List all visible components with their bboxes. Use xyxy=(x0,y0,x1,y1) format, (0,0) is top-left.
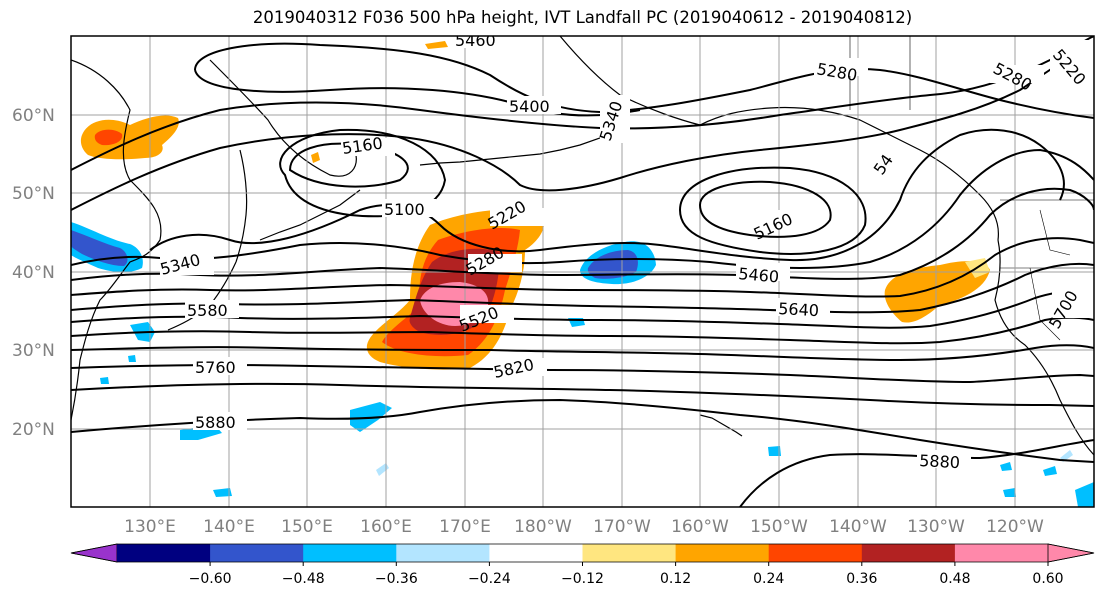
lon-label: 170°W xyxy=(593,517,651,537)
contour-label: 5640 xyxy=(778,299,820,320)
coastline-aleutians xyxy=(419,129,621,166)
contour-line xyxy=(71,262,1094,314)
contour-line xyxy=(279,128,447,218)
lon-label: 140°E xyxy=(203,517,255,537)
latitude-labels: 60°N 50°N 40°N 30°N 20°N xyxy=(12,106,55,440)
lon-label: 160°W xyxy=(671,517,729,537)
lon-label: 150°W xyxy=(750,517,808,537)
fill-region-blue-small12 xyxy=(1043,466,1057,476)
colorbar: −0.60 −0.48 −0.36 −0.24 −0.12 0.12 0.24 0.36 0.4… xyxy=(70,543,1095,587)
lon-label: 150°E xyxy=(281,517,333,537)
coastline-kurils xyxy=(259,189,361,241)
colorbar-tick-label: 0.48 xyxy=(939,571,970,587)
lon-label: 120°W xyxy=(986,517,1044,537)
lon-label: 140°W xyxy=(829,517,887,537)
contour-line xyxy=(71,148,1094,270)
contour-line xyxy=(71,187,1094,281)
colorbar-tick-label: −0.60 xyxy=(189,571,232,587)
colorbar-tick-label: −0.36 xyxy=(375,571,418,587)
colorbar-outline xyxy=(70,543,1095,563)
colorbar-segment xyxy=(117,544,211,562)
colorbar-tick-label: −0.48 xyxy=(282,571,325,587)
contour-line xyxy=(71,36,1094,171)
lat-label: 30°N xyxy=(12,341,55,361)
colorbar-segment xyxy=(675,544,770,562)
contour-line xyxy=(71,344,1094,362)
colorbar-segment xyxy=(768,544,863,562)
lon-label: 170°E xyxy=(439,517,491,537)
lat-label: 60°N xyxy=(12,106,55,126)
colorbar-tick-label: −0.24 xyxy=(468,571,511,587)
height-contours xyxy=(71,36,1094,507)
contour-label: 5880 xyxy=(195,413,236,432)
longitude-labels: 130°E 140°E 150°E 160°E 170°E 180°W 170°… xyxy=(124,517,1044,537)
colorbar-segment xyxy=(210,544,304,562)
fill-region-blue-small7 xyxy=(213,488,232,497)
fill-region-lightblue-small2 xyxy=(1060,450,1073,462)
contour-label: 5100 xyxy=(384,200,425,219)
fill-region-blue-small11 xyxy=(1000,462,1012,471)
coastline-kamchatka xyxy=(209,59,357,177)
fill-region-blue-small5 xyxy=(1075,482,1094,507)
contour-label: 5460 xyxy=(738,264,780,286)
contour-label-masks xyxy=(160,36,1094,468)
colorbar-segment xyxy=(861,544,956,562)
contour-line xyxy=(71,363,1094,384)
colorbar-extend-left xyxy=(70,543,118,563)
fill-region-orange-nw xyxy=(80,115,179,160)
lon-label: 160°E xyxy=(360,517,412,537)
colorbar-ticks: −0.60 −0.48 −0.36 −0.24 −0.12 0.12 0.24 0.36 0.4… xyxy=(189,562,1064,587)
colorbar-extend-right xyxy=(1047,543,1095,563)
contour-label: 5880 xyxy=(919,451,961,472)
fill-region-orange-small1 xyxy=(311,152,320,163)
colorbar-tick-label: 0.12 xyxy=(660,571,691,587)
contour-line xyxy=(71,382,1094,407)
contour-line xyxy=(71,237,1094,298)
contour-line xyxy=(71,289,1094,329)
coastline-sakhalin xyxy=(235,149,248,263)
colorbar-tick-label: 0.24 xyxy=(753,571,784,587)
colorbar-segment xyxy=(303,544,397,562)
colorbar-tick-label: 0.36 xyxy=(846,571,877,587)
contour-label: 5400 xyxy=(509,97,550,116)
colorbar-segment xyxy=(582,544,677,562)
colorbar-segments xyxy=(117,544,1049,562)
fill-region-blue-small9 xyxy=(100,377,109,384)
contour-line xyxy=(288,142,409,188)
lat-label: 40°N xyxy=(12,263,55,283)
colorbar-segment xyxy=(954,544,1049,562)
lon-label: 180°W xyxy=(514,517,572,537)
contour-line xyxy=(71,44,1094,211)
lat-label: 20°N xyxy=(12,420,55,440)
colorbar-tick-label: −0.12 xyxy=(561,571,604,587)
contour-line xyxy=(71,316,1094,345)
contour-line xyxy=(698,180,832,238)
fill-region-blue-small8 xyxy=(128,355,136,362)
contour-line xyxy=(678,166,867,255)
contour-line xyxy=(739,439,1094,507)
contour-label: 5580 xyxy=(187,301,228,320)
map-border xyxy=(70,35,1095,508)
contour-line xyxy=(194,69,641,117)
coastline-hawaii xyxy=(699,414,743,437)
fill-region-blue-small6 xyxy=(1003,488,1016,497)
fill-region-orange-small2 xyxy=(425,41,448,49)
contour-label: 5460 xyxy=(455,31,496,50)
lon-label: 130°E xyxy=(124,517,176,537)
coastline-namerica-west xyxy=(994,239,1094,456)
fill-region-blue-small10 xyxy=(768,446,781,456)
colorbar-segment xyxy=(396,544,490,562)
lat-label: 50°N xyxy=(12,184,55,204)
colorbar-tick-label: 0.60 xyxy=(1032,571,1063,587)
lon-label: 130°W xyxy=(907,517,965,537)
fill-region-redorange-nw xyxy=(94,129,123,146)
contour-line xyxy=(149,128,1065,262)
contour-line xyxy=(71,398,1094,463)
colorbar-segment xyxy=(489,544,583,562)
map-title: 2019040312 F036 500 hPa height, IVT Land… xyxy=(252,8,913,27)
contour-label: 5760 xyxy=(195,358,236,377)
